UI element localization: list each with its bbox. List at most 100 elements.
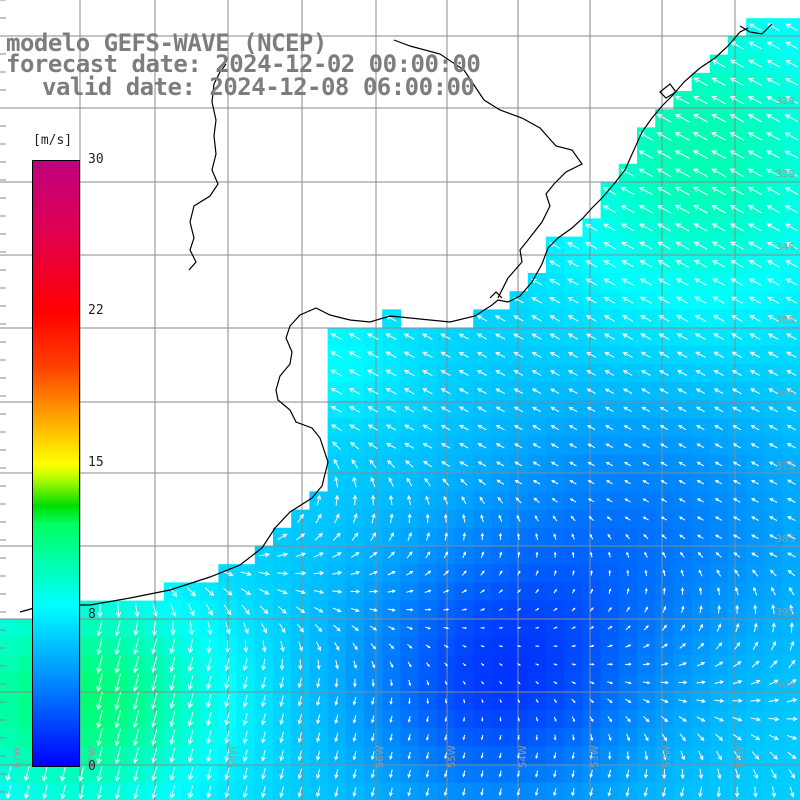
wind-arrow — [115, 602, 122, 618]
wind-arrow — [385, 333, 397, 340]
wind-arrow — [622, 351, 633, 358]
wind-arrow — [241, 605, 250, 615]
wind-arrow — [732, 534, 741, 540]
wind-arrow — [752, 768, 758, 780]
wind-arrow — [351, 458, 359, 469]
wind-arrow — [569, 461, 577, 467]
wind-arrow — [261, 658, 267, 671]
wind-arrow — [352, 513, 358, 524]
wind-arrow — [387, 459, 396, 468]
wind-arrow — [295, 589, 307, 595]
wind-arrow — [187, 693, 194, 709]
wind-arrow — [481, 699, 484, 704]
wind-arrow — [243, 622, 249, 635]
wind-arrow — [712, 315, 725, 322]
wind-arrow — [186, 586, 196, 597]
wind-arrow — [660, 480, 668, 485]
wind-arrow — [458, 333, 469, 340]
wind-arrow — [695, 351, 706, 358]
wind-arrow — [589, 533, 594, 540]
wind-arrow — [96, 620, 103, 637]
wind-arrow — [657, 241, 671, 250]
wind-arrow — [279, 695, 284, 707]
wind-arrow — [588, 516, 594, 521]
wind-arrow — [261, 695, 266, 708]
wind-arrow — [385, 351, 397, 359]
wind-arrow — [549, 315, 561, 322]
wind-arrow — [476, 370, 487, 376]
wind-arrow — [206, 730, 212, 745]
wind-arrow — [458, 406, 469, 413]
wind-arrow — [481, 717, 484, 722]
wind-arrow — [462, 716, 466, 722]
wind-arrow — [553, 645, 558, 648]
wind-arrow — [551, 497, 558, 503]
wind-arrow — [766, 205, 781, 214]
wind-arrow — [553, 681, 558, 684]
wind-arrow — [644, 551, 648, 558]
wind-cell — [0, 618, 19, 638]
wind-arrow — [768, 406, 778, 413]
wind-arrow — [387, 608, 396, 612]
wind-arrow — [678, 662, 688, 667]
wind-arrow — [753, 622, 758, 633]
wind-arrow — [461, 496, 467, 505]
wind-arrow — [316, 677, 321, 689]
wind-arrow — [295, 571, 307, 576]
wind-arrow — [206, 748, 212, 763]
wind-arrow — [206, 639, 212, 654]
wind-arrow — [716, 586, 721, 596]
lon-label: 51W — [735, 745, 746, 768]
wind-arrow — [367, 387, 379, 395]
wind-arrow — [656, 186, 672, 196]
wind-arrow — [643, 534, 649, 540]
wind-arrow — [534, 788, 539, 797]
wind-arrow — [389, 661, 394, 668]
wind-arrow — [731, 388, 742, 395]
wind-arrow — [747, 186, 763, 196]
lat-label: 37S — [776, 461, 795, 472]
wind-arrow — [713, 370, 724, 377]
wind-arrow — [514, 461, 523, 467]
title-forecast-date: forecast date: 2024-12-02 00:00:00 — [6, 50, 481, 78]
wind-arrow — [187, 730, 194, 746]
wind-arrow — [678, 699, 688, 703]
wind-arrow — [187, 675, 194, 691]
wind-arrow — [169, 711, 176, 728]
wind-arrow — [151, 692, 158, 710]
wind-arrow — [567, 315, 579, 322]
wind-arrow — [784, 96, 799, 104]
wind-arrow — [133, 620, 139, 637]
wind-arrow — [766, 168, 781, 177]
wind-arrow — [568, 388, 578, 394]
wind-arrow — [422, 388, 433, 395]
wind-arrow — [187, 711, 194, 727]
wind-arrow — [767, 370, 779, 377]
wind-arrow — [369, 551, 378, 559]
wind-arrow — [442, 478, 450, 486]
wind-arrow — [276, 571, 289, 576]
wind-arrow — [498, 770, 502, 778]
wind-arrow — [638, 168, 654, 178]
wind-arrow — [714, 425, 723, 431]
wind-arrow — [766, 77, 780, 86]
wind-arrow — [350, 570, 361, 575]
wind-arrow — [731, 333, 743, 340]
wind-arrow — [424, 570, 432, 576]
wind-arrow — [513, 406, 523, 413]
wind-arrow — [674, 186, 690, 196]
wind-arrow — [787, 534, 796, 540]
wind-arrow — [459, 461, 469, 467]
wind-arrow — [769, 552, 778, 558]
wind-arrow — [698, 786, 703, 798]
wind-arrow — [750, 698, 762, 703]
wind-arrow — [607, 698, 613, 704]
wind-arrow — [750, 461, 760, 467]
wind-arrow — [607, 644, 614, 648]
wind-arrow — [222, 570, 234, 577]
wind-arrow — [443, 589, 450, 594]
wind-arrow — [590, 569, 593, 576]
wind-arrow — [712, 296, 725, 304]
wind-arrow — [224, 694, 230, 708]
wind-arrow — [789, 640, 795, 651]
